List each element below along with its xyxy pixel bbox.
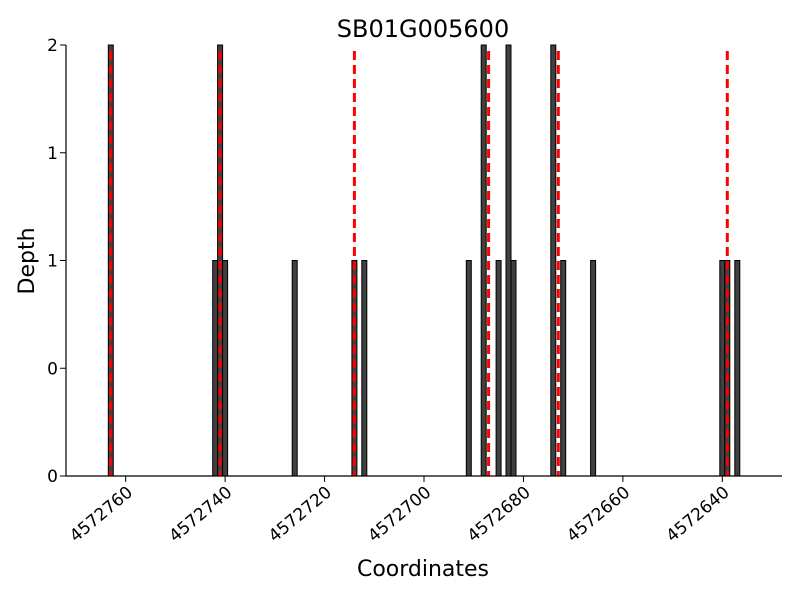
bar-9 — [495, 260, 502, 477]
bar-15 — [719, 260, 726, 477]
bar-10 — [505, 44, 512, 477]
bar-13 — [560, 260, 567, 477]
y-tick-label-0: 0 — [47, 467, 58, 487]
axis-frame — [65, 45, 782, 477]
y-ticks-group: 0 0 1 1 2 — [47, 36, 66, 487]
x-tick-label-6: 4572640 — [663, 483, 734, 547]
bar-3 — [222, 260, 229, 477]
y-tick-label-2: 1 — [47, 252, 58, 272]
y-tick-label-4: 2 — [47, 36, 58, 56]
y-axis-label: Depth — [15, 227, 40, 294]
bar-11 — [510, 260, 517, 477]
y-tick-label-1: 0 — [47, 359, 58, 379]
bar-8 — [480, 44, 487, 477]
x-tick-label-0: 4572760 — [66, 483, 137, 547]
bars-group — [107, 44, 741, 477]
x-tick-label-2: 4572720 — [265, 483, 336, 547]
chart-title: SB01G005600 — [337, 15, 509, 43]
x-axis-label: Coordinates — [357, 557, 489, 582]
y-tick-label-3: 1 — [47, 144, 58, 164]
plot-area: 0 0 1 1 2 4572760 4572740 4572720 4572700 457268… — [47, 36, 782, 547]
x-tick-label-3: 4572700 — [364, 483, 435, 547]
bar-17 — [734, 260, 741, 477]
bar-14 — [590, 260, 597, 477]
x-tick-label-5: 4572660 — [563, 483, 634, 547]
reference-lines-group — [109, 51, 729, 476]
bar-7 — [465, 260, 472, 477]
bar-4 — [291, 260, 298, 477]
bar-12 — [550, 44, 557, 477]
x-tick-label-4: 4572680 — [464, 483, 535, 547]
bar-1 — [212, 260, 219, 477]
bar-6 — [361, 260, 368, 477]
x-ticks-group: 4572760 4572740 4572720 4572700 4572680 45726… — [66, 476, 734, 547]
x-tick-label-1: 4572740 — [165, 483, 236, 547]
